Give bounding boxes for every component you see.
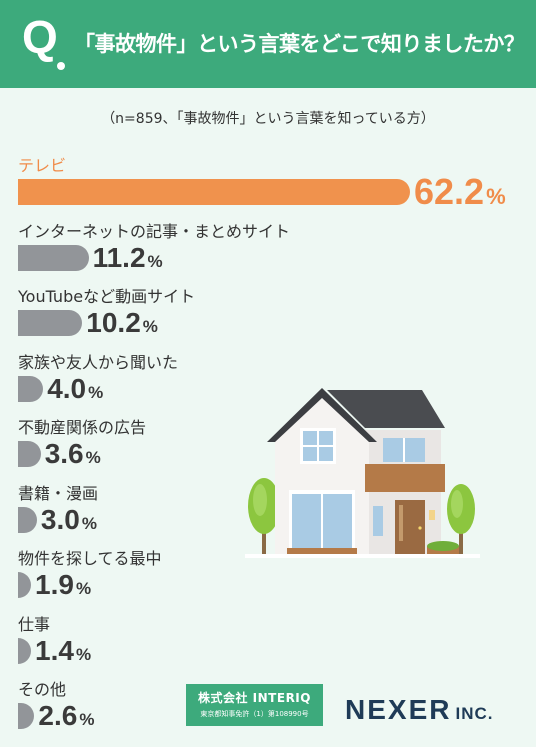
house-illustration [245, 388, 480, 558]
bar-label: 不動産関係の広告 [18, 418, 147, 437]
bar-value: 62.2 [414, 171, 485, 212]
bar-value: 3.6 [44, 438, 84, 469]
bar-value: 2.6 [38, 700, 78, 731]
bar [18, 375, 44, 402]
bar-value-unit: % [81, 513, 97, 533]
bar-value-label: 1.9% [35, 571, 91, 599]
bar [18, 703, 35, 729]
bar-value-label: 2.6% [38, 702, 94, 730]
bar-value-label: 3.6% [45, 440, 101, 468]
bar [18, 572, 31, 598]
bar-value-unit: % [79, 710, 95, 729]
bar [18, 637, 31, 664]
bar-label: 仕事 [18, 614, 51, 634]
bar [18, 179, 410, 205]
q-dot [57, 62, 65, 70]
bar-value-label: 10.2% [86, 309, 158, 337]
bar-label: その他 [18, 680, 67, 699]
bar-value-label: 1.4% [35, 634, 92, 666]
bar-value-unit: % [142, 317, 158, 336]
nexer-suffix: INC. [455, 704, 494, 723]
bar [18, 310, 83, 336]
nexer-name: NEXER [345, 694, 452, 725]
bar-value: 10.2 [86, 307, 141, 338]
bar-value-unit: % [88, 382, 104, 402]
bar-label: テレビ [18, 156, 67, 175]
bar-value: 1.4 [35, 634, 74, 666]
bar-label: 書籍・漫画 [18, 483, 99, 503]
question-title: 「事故物件」という言葉をどこで知りましたか？ [74, 32, 525, 56]
bar-value: 11.2 [92, 241, 146, 273]
bar-value-unit: % [147, 251, 163, 271]
bar-label: インターネットの記事・まとめサイト [18, 221, 291, 241]
bar [18, 244, 89, 271]
bar-label: 家族や友人から聞いた [18, 352, 179, 372]
bar-value-label: 62.2% [414, 174, 506, 210]
bar-value-unit: % [75, 644, 92, 664]
bar-value: 1.9 [35, 569, 74, 600]
interiq-name: 株式会社 INTERIQ [198, 691, 311, 705]
bar-value-label: 11.2% [92, 241, 163, 273]
bar-value-label: 3.0% [40, 503, 97, 535]
bar-value-unit: % [486, 184, 506, 209]
bar [18, 506, 37, 533]
bar [18, 441, 41, 467]
bar-value: 4.0 [47, 372, 87, 404]
q-mark: Q [22, 11, 58, 63]
bar-value: 3.0 [40, 503, 80, 535]
chart-subtitle: （n=859、「事故物件」という言葉を知っている方） [101, 111, 435, 127]
interiq-logo: 株式会社 INTERIQ 東京都知事免許（1）第108990号 [186, 684, 323, 726]
interiq-license: 東京都知事免許（1）第108990号 [200, 710, 309, 718]
bar-label: 物件を探してる最中 [18, 549, 162, 568]
bar-value-label: 4.0% [47, 372, 104, 404]
nexer-logo: NEXER INC. [345, 694, 493, 726]
bar-value-unit: % [75, 579, 92, 598]
question-header: Q 「事故物件」という言葉をどこで知りましたか？ [0, 0, 536, 88]
bar-label: YouTubeなど動画サイト [18, 287, 196, 306]
bar-value-unit: % [85, 448, 101, 467]
